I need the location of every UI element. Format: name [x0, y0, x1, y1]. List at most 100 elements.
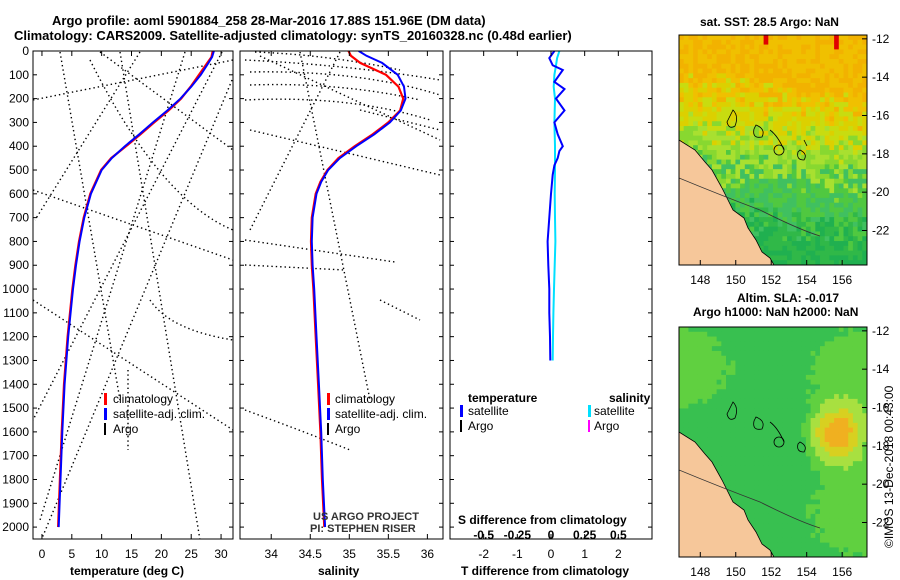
heatmap-cell	[805, 197, 811, 204]
heatmap-cell	[749, 384, 755, 390]
heatmap-cell	[782, 121, 788, 127]
heatmap-cell	[744, 327, 750, 333]
heatmap-cell	[857, 159, 863, 165]
heatmap-cell	[726, 130, 732, 137]
heatmap-cell	[791, 537, 797, 544]
heatmap-cell	[744, 418, 750, 424]
heatmap-cell	[862, 236, 867, 242]
heatmap-cell	[791, 154, 797, 160]
heatmap-cell	[740, 140, 746, 146]
heatmap-cell	[683, 379, 689, 385]
heatmap-cell	[707, 97, 713, 103]
heatmap-cell	[763, 379, 769, 385]
heatmap-cell	[810, 169, 816, 175]
heatmap-cell	[791, 49, 797, 55]
heatmap-cell	[791, 432, 797, 438]
heatmap-cell	[820, 255, 826, 261]
heatmap-cell	[693, 437, 699, 443]
heatmap-cell	[857, 169, 863, 175]
heatmap-cell	[688, 418, 694, 424]
heatmap-cell	[815, 480, 821, 486]
heatmap-cell	[726, 183, 732, 189]
heatmap-cell	[740, 432, 746, 438]
heatmap-cell	[763, 111, 769, 117]
heatmap-cell	[805, 221, 811, 228]
heatmap-cell	[801, 140, 807, 146]
heatmap-cell	[862, 413, 867, 419]
heatmap-cell	[852, 327, 858, 333]
heatmap-cell	[777, 245, 783, 252]
heatmap-cell	[820, 394, 826, 400]
heatmap-cell	[848, 35, 854, 41]
heatmap-cell	[824, 111, 830, 117]
heatmap-cell	[848, 226, 854, 232]
heatmap-cell	[726, 126, 732, 132]
heatmap-cell	[862, 346, 867, 352]
heatmap-cell	[838, 533, 844, 539]
heatmap-cell	[834, 547, 840, 553]
heatmap-cell	[796, 221, 802, 228]
heatmap-cell	[726, 341, 732, 347]
heatmap-cell	[763, 413, 769, 419]
heatmap-cell	[857, 78, 863, 84]
heatmap-cell	[721, 73, 727, 79]
heatmap-cell	[815, 250, 821, 256]
heatmap-cell	[763, 54, 769, 60]
heatmap-cell	[758, 87, 764, 93]
heatmap-cell	[749, 78, 755, 84]
heatmap-cell	[740, 116, 746, 122]
heatmap-cell	[796, 475, 802, 481]
heatmap-cell	[782, 518, 788, 524]
heatmap-cell	[683, 398, 689, 405]
heatmap-cell	[749, 379, 755, 385]
heatmap-cell	[688, 126, 694, 132]
heatmap-cell	[773, 350, 779, 357]
heatmap-cell	[829, 106, 835, 113]
heatmap-cell	[754, 150, 760, 156]
sla-lon-axis: 148 150 152 154 156	[690, 552, 853, 579]
heatmap-cell	[782, 221, 788, 228]
heatmap-cell	[763, 178, 769, 184]
heatmap-cell	[721, 150, 727, 156]
heatmap-cell	[754, 346, 760, 352]
heatmap-cell	[805, 140, 811, 146]
heatmap-cell	[683, 403, 689, 409]
heatmap-cell	[711, 370, 717, 376]
heatmap-cell	[796, 509, 802, 515]
heatmap-cell	[820, 422, 826, 429]
heatmap-cell	[777, 475, 783, 481]
heatmap-cell	[829, 164, 835, 170]
heatmap-cell	[749, 370, 755, 376]
heatmap-cell	[758, 154, 764, 160]
heatmap-cell	[796, 384, 802, 390]
heatmap-cell	[697, 418, 703, 424]
heatmap-cell	[754, 140, 760, 146]
heatmap-cell	[848, 494, 854, 500]
heatmap-cell	[730, 331, 736, 337]
heatmap-cell	[838, 58, 844, 65]
heatmap-cell	[857, 202, 863, 208]
heatmap-cell	[688, 130, 694, 137]
heatmap-cell	[815, 193, 821, 199]
heatmap-cell	[857, 58, 863, 65]
heatmap-cell	[843, 226, 849, 232]
heatmap-cell	[707, 154, 713, 160]
heatmap-cell	[744, 73, 750, 79]
heatmap-cell	[730, 398, 736, 405]
heatmap-cell	[796, 518, 802, 524]
heatmap-cell	[824, 509, 830, 515]
heatmap-cell	[697, 384, 703, 390]
heatmap-cell	[824, 346, 830, 352]
heatmap-cell	[773, 73, 779, 79]
heatmap-cell	[852, 442, 858, 448]
heatmap-cell	[805, 212, 811, 218]
heatmap-cell	[796, 44, 802, 50]
heatmap-cell	[791, 202, 797, 208]
heatmap-cell	[848, 202, 854, 208]
heatmap-cell	[730, 202, 736, 208]
heatmap-cell	[754, 389, 760, 395]
heatmap-cell	[702, 63, 708, 69]
heatmap-cell	[726, 193, 732, 199]
heatmap-cell	[707, 159, 713, 165]
heatmap-cell	[820, 470, 826, 476]
